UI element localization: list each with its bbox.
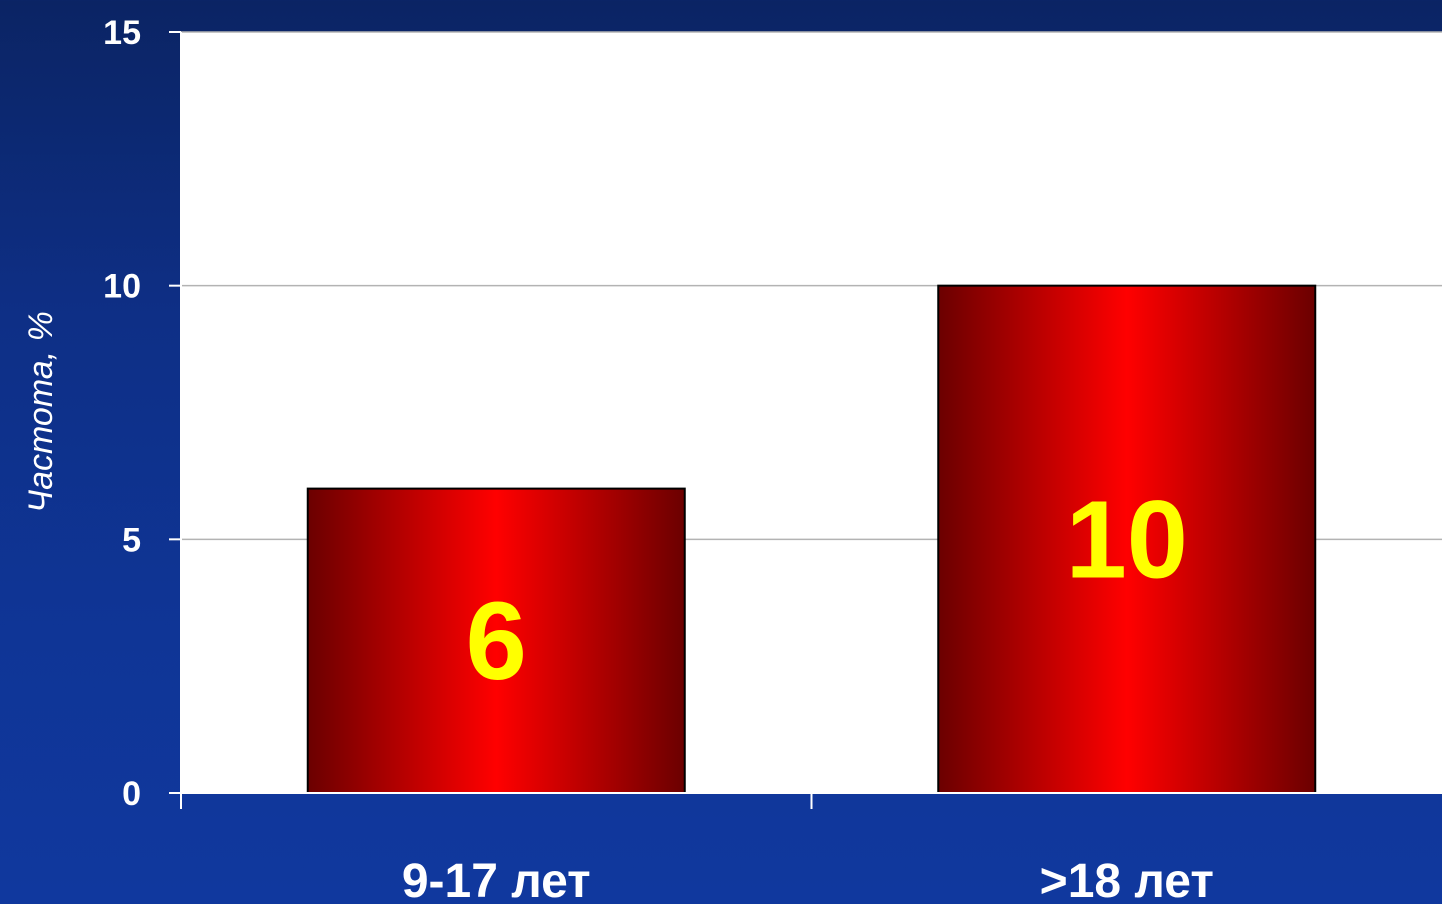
bar-2 [937, 284, 1317, 794]
y-axis-label: Частота, % [22, 311, 60, 513]
x-category-label: 9-17 лет [402, 855, 591, 904]
bars [306, 284, 1317, 794]
bar-1 [306, 487, 686, 794]
data-label: 10 [1066, 478, 1188, 601]
data-label: 6 [466, 580, 527, 703]
y-tick-label: 0 [122, 775, 141, 813]
x-category-label: >18 лет [1040, 855, 1214, 904]
y-tick-label: 15 [103, 14, 141, 52]
axes: 0 5 10 15 9-17 лет >18 лет [103, 14, 1442, 904]
data-labels: 6 10 [466, 478, 1188, 702]
y-tick-label: 10 [103, 268, 141, 306]
y-tick-label: 5 [122, 521, 141, 559]
